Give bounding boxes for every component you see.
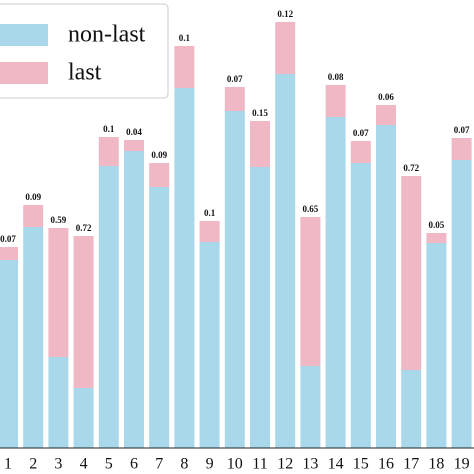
bar-segment <box>350 141 371 163</box>
bar-label: 0.05 <box>429 220 445 230</box>
bar-segment <box>149 187 170 448</box>
bar-label: 0.1 <box>179 33 191 43</box>
bar-segment <box>426 243 447 448</box>
bar-label: 0.08 <box>328 72 344 82</box>
bar-label: 0.1 <box>103 124 115 134</box>
bar-segment <box>376 125 396 448</box>
x-tick-label: 9 <box>206 456 214 473</box>
bar-segment <box>325 85 346 117</box>
bar-label: 0.72 <box>403 163 419 173</box>
bar-segment <box>124 151 144 448</box>
bar-segment <box>325 117 346 448</box>
x-tick-label: 17 <box>403 456 419 473</box>
bar-label: 0.65 <box>303 204 319 214</box>
bar-segment <box>23 205 44 227</box>
bar-segment <box>199 242 220 448</box>
bar-label: 0.59 <box>51 215 67 225</box>
bar-segment <box>401 370 422 448</box>
bar-segment <box>48 357 69 448</box>
bar-segment <box>199 221 220 242</box>
x-tick-label: 3 <box>54 456 62 473</box>
bar-segment <box>451 160 472 448</box>
bar-segment <box>275 22 296 74</box>
x-tick-label: 16 <box>378 456 394 473</box>
bar-segment <box>376 105 396 125</box>
bar-segment <box>401 176 422 370</box>
bar-label: 0.07 <box>454 125 470 135</box>
bar-label: 0.04 <box>126 127 142 137</box>
bar-segment <box>124 140 144 151</box>
bar-segment <box>73 236 94 388</box>
bar-segment <box>174 88 195 448</box>
x-tick-label: 12 <box>277 456 293 473</box>
x-tick-label: 10 <box>227 456 243 473</box>
x-tick-label: 14 <box>328 456 344 473</box>
bar-label: 0.12 <box>277 9 293 19</box>
bar-label: 0.06 <box>378 92 394 102</box>
bar-segment <box>98 166 119 448</box>
bar-segment <box>350 163 371 448</box>
x-tick-label: 18 <box>428 456 444 473</box>
bar-segment <box>224 87 245 111</box>
bar-segment <box>174 46 195 88</box>
bar-segment <box>300 217 321 366</box>
bar-label: 0.07 <box>353 128 369 138</box>
bar-segment <box>300 366 321 448</box>
bar-segment <box>275 74 296 448</box>
bar-label: 0.09 <box>25 192 41 202</box>
x-tick-label: 2 <box>29 456 37 473</box>
bar-segment <box>0 247 18 260</box>
x-tick-label: 6 <box>130 456 138 473</box>
bar-label: 0.09 <box>151 150 167 160</box>
bar-label: 0.07 <box>227 74 243 84</box>
bar-label: 0.72 <box>76 223 92 233</box>
legend-swatch <box>0 62 48 84</box>
x-tick-label: 1 <box>4 456 12 473</box>
bar-label: 0.07 <box>0 234 16 244</box>
bar-segment <box>48 228 69 357</box>
legend-swatch <box>0 24 48 46</box>
bar-segment <box>250 167 270 448</box>
x-tick-label: 11 <box>252 456 267 473</box>
x-tick-label: 19 <box>454 456 470 473</box>
bar-segment <box>250 121 270 167</box>
bar-segment <box>224 111 245 448</box>
x-tick-label: 15 <box>353 456 369 473</box>
bar-label: 0.1 <box>204 208 216 218</box>
bar-segment <box>426 233 447 243</box>
x-tick-label: 8 <box>180 456 188 473</box>
bar-segment <box>23 227 44 448</box>
bar-segment <box>98 137 119 166</box>
bar-label: 0.15 <box>252 108 268 118</box>
x-tick-label: 5 <box>105 456 113 473</box>
x-tick-label: 13 <box>302 456 318 473</box>
bar-segment <box>0 260 18 448</box>
legend-label: non-last <box>68 22 146 48</box>
bar-segment <box>73 388 94 448</box>
bar-segment <box>149 163 170 187</box>
bar-segment <box>451 138 472 160</box>
x-tick-label: 7 <box>155 456 163 473</box>
legend-label: last <box>68 60 102 86</box>
x-tick-label: 4 <box>80 456 88 473</box>
